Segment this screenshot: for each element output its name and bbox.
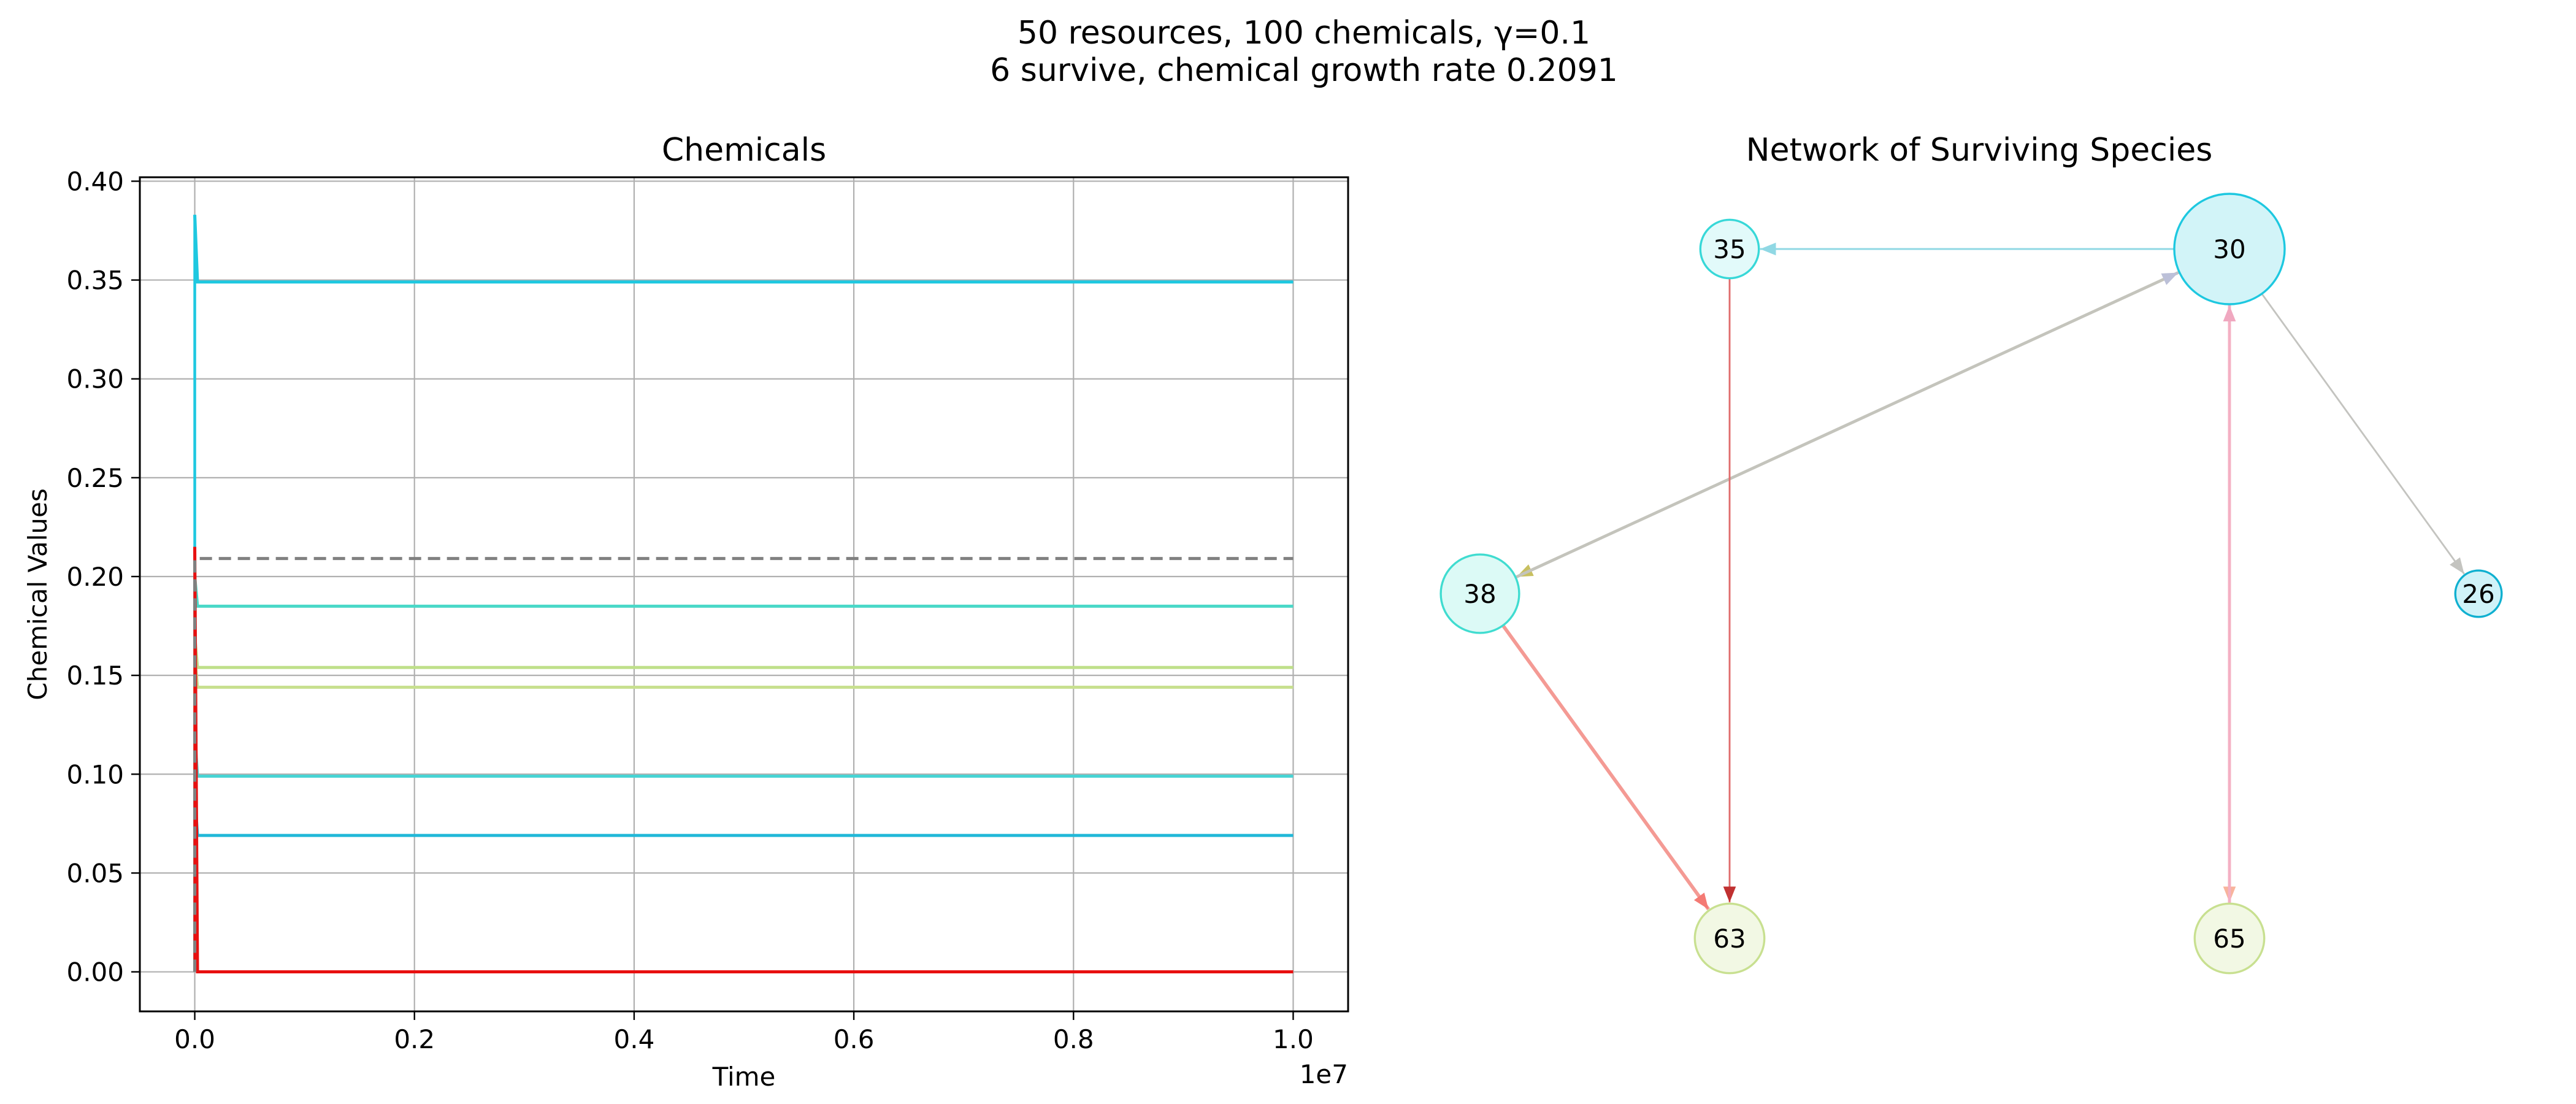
- y-tick-label: 0.30: [66, 364, 124, 394]
- network-chart-title: Network of Surviving Species: [1746, 132, 2213, 169]
- network-edges: [1501, 242, 2465, 911]
- y-tick-label: 0.00: [66, 957, 124, 987]
- network-node-label: 35: [1713, 234, 1746, 264]
- network-node-label: 30: [2213, 234, 2245, 264]
- network-node-label: 65: [2213, 924, 2245, 954]
- network-nodes: 30 35 38 26 63 65: [1439, 193, 2503, 975]
- suptitle-line-1: 50 resources, 100 chemicals, γ=0.1: [1018, 15, 1590, 52]
- series-line: [193, 215, 1294, 284]
- chemicals-x-ticks: 0.0 0.2 0.4 0.6 0.8 1.0: [174, 1011, 1314, 1054]
- network-node-label: 38: [1463, 579, 1496, 609]
- network-chart: Network of Surviving Species 30 35 38 26 63 6…: [1439, 132, 2503, 975]
- network-node: [2193, 902, 2266, 975]
- chemicals-chart: Chemicals 0.0 0.2 0.4 0.6 0.8 1.0 0.00 0.05 0.1…: [23, 132, 1349, 1092]
- series-line: [193, 734, 1294, 778]
- chemicals-x-offset-text: 1e7: [1300, 1059, 1348, 1089]
- chemicals-series: [193, 215, 1294, 974]
- chemicals-x-axis-label: Time: [712, 1062, 776, 1092]
- network-node-label: 63: [1713, 924, 1746, 954]
- network-node-label: 26: [2462, 579, 2494, 609]
- suptitle-line-2: 6 survive, chemical growth rate 0.2091: [990, 52, 1618, 89]
- network-edge: [1501, 624, 1710, 911]
- y-tick-label: 0.05: [66, 858, 124, 888]
- network-edge: [2261, 293, 2465, 575]
- network-node: [1699, 218, 1760, 280]
- x-tick-label: 0.0: [174, 1024, 215, 1054]
- network-node: [1439, 553, 1520, 634]
- y-tick-label: 0.20: [66, 562, 124, 592]
- y-tick-label: 0.10: [66, 759, 124, 789]
- chemicals-y-ticks: 0.00 0.05 0.10 0.15 0.20 0.25 0.30 0.35 0.40: [66, 166, 140, 987]
- chemicals-plot-frame: [139, 176, 1349, 1013]
- chemicals-y-axis-label: Chemical Values: [23, 488, 53, 700]
- x-tick-label: 0.2: [394, 1024, 435, 1054]
- x-tick-label: 0.6: [834, 1024, 875, 1054]
- network-node: [2173, 193, 2286, 305]
- y-tick-label: 0.15: [66, 661, 124, 691]
- series-line: [193, 546, 1294, 974]
- y-tick-label: 0.35: [66, 266, 124, 296]
- series-line: [193, 794, 1294, 837]
- network-edge: [1515, 271, 2179, 579]
- x-tick-label: 1.0: [1273, 1024, 1314, 1054]
- series-line: [193, 576, 1294, 608]
- y-tick-label: 0.40: [66, 166, 124, 196]
- series-line: [193, 635, 1294, 669]
- series-line: [193, 655, 1294, 689]
- x-tick-label: 0.8: [1053, 1024, 1094, 1054]
- chemicals-chart-title: Chemicals: [662, 132, 826, 169]
- x-tick-label: 0.4: [614, 1024, 655, 1054]
- network-node: [2454, 569, 2503, 618]
- chemicals-grid: [140, 177, 1348, 1011]
- y-tick-label: 0.25: [66, 463, 124, 493]
- series-line: [193, 557, 1294, 972]
- network-node: [1693, 902, 1766, 975]
